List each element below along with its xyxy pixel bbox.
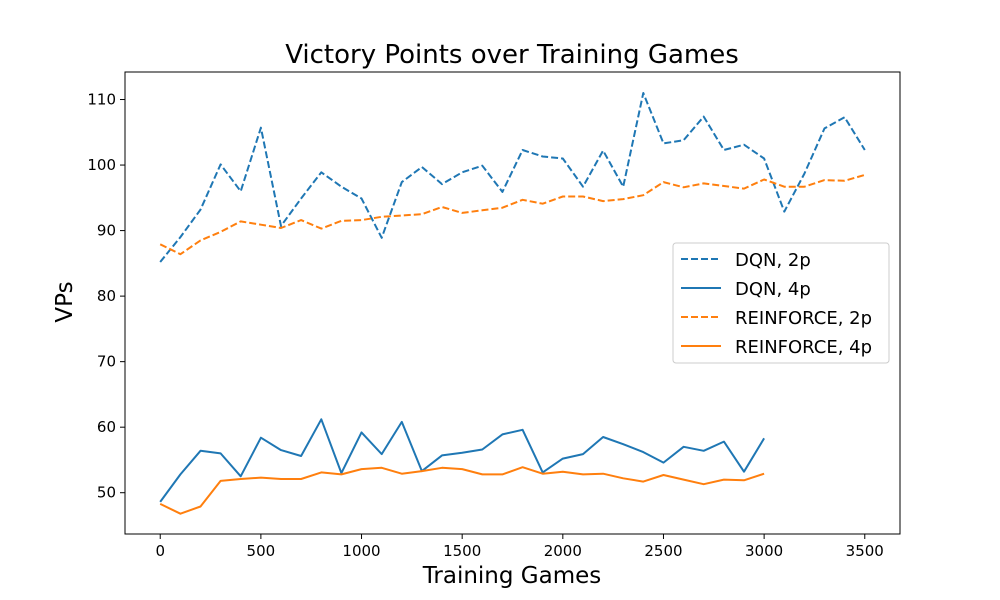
series-line-0: [159, 92, 866, 263]
y-tick-label: 100: [87, 156, 116, 174]
x-tick-label: 1000: [342, 542, 380, 560]
x-tick-label: 1500: [443, 542, 481, 560]
x-tick-label: 500: [247, 542, 276, 560]
series-line-1: [159, 418, 765, 503]
legend-label: REINFORCE, 2p: [735, 308, 872, 329]
x-tick-label: 3500: [846, 542, 884, 560]
legend-label: REINFORCE, 4p: [735, 337, 872, 358]
series-line-3: [159, 466, 765, 515]
plot-area: 0 500 1000 1500 2000 2500 3000 3500 50 60 70 80 90 10…: [87, 71, 901, 560]
y-tick-label: 60: [97, 418, 116, 436]
legend-box: [672, 242, 890, 364]
y-tick-label: 110: [87, 91, 116, 109]
y-tick-label: 80: [97, 287, 116, 305]
x-tick-label: 0: [155, 542, 165, 560]
series-line-2: [159, 173, 866, 256]
chart-title: Victory Points over Training Games: [285, 40, 739, 70]
x-tick-label: 2500: [644, 542, 682, 560]
y-tick-label: 50: [97, 484, 116, 502]
axes-frame: [124, 71, 901, 535]
x-tick-label: 3000: [745, 542, 783, 560]
x-tick-label: 2000: [544, 542, 582, 560]
y-tick-label: 90: [97, 222, 116, 240]
legend-label: DQN, 2p: [735, 250, 811, 271]
y-axis-label: VPs: [52, 281, 78, 322]
y-tick-label: 70: [97, 353, 116, 371]
legend-label: DQN, 4p: [735, 279, 811, 300]
x-axis-label: Training Games: [422, 563, 602, 589]
legend: DQN, 2p DQN, 4p REINFORCE, 2p REINFORCE, 4p: [672, 242, 890, 364]
